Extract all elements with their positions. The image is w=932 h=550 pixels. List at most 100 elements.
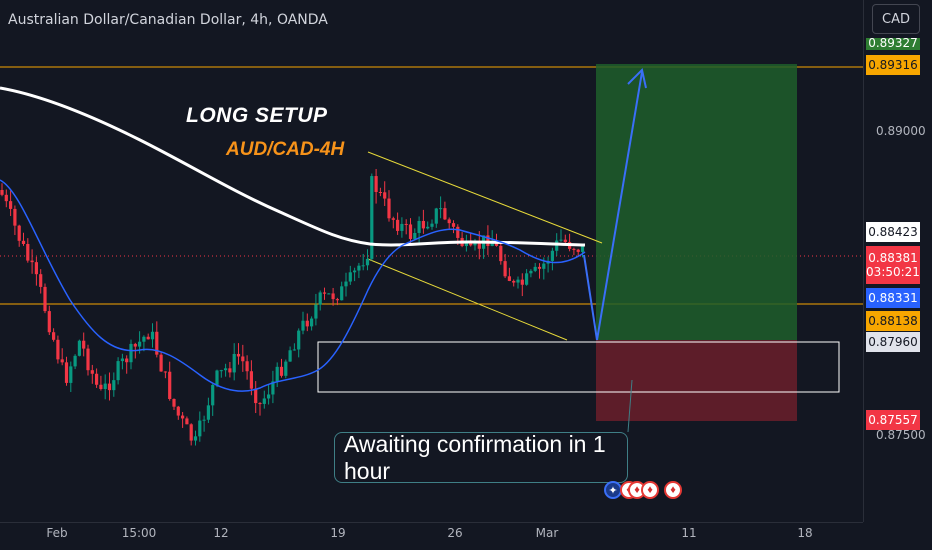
candle-body xyxy=(417,220,421,233)
candle-body xyxy=(146,336,150,340)
candle-body xyxy=(133,343,137,347)
callout-text: Awaiting confirmation in 1 hour xyxy=(344,430,606,484)
ma200-line[interactable] xyxy=(0,86,586,247)
candle-body xyxy=(245,361,249,372)
candle-body xyxy=(284,361,288,376)
candle-body xyxy=(232,353,236,373)
demand-zone-box[interactable] xyxy=(317,341,840,393)
currency-button[interactable]: CAD xyxy=(872,4,920,34)
channel-upper-line[interactable] xyxy=(367,151,603,244)
candle-body xyxy=(26,243,30,261)
profit-zone[interactable] xyxy=(596,64,797,340)
confirmation-callout[interactable]: Awaiting confirmation in 1 hour xyxy=(334,430,628,484)
time-tick-label: 12 xyxy=(213,526,229,540)
candle-body xyxy=(112,380,116,391)
candle-body xyxy=(327,293,331,295)
candle-body xyxy=(426,226,430,229)
candle-body xyxy=(60,359,64,363)
candle-body xyxy=(318,292,322,305)
candle-body xyxy=(275,366,279,382)
time-tick-label: 15:00 xyxy=(121,526,157,540)
long-setup-label[interactable]: LONG SETUP xyxy=(186,104,328,127)
candle-body xyxy=(193,436,198,441)
candle-body xyxy=(262,398,266,404)
candle-body xyxy=(499,245,503,262)
candle-body xyxy=(365,258,370,266)
candle-body xyxy=(413,232,417,239)
candle-body xyxy=(322,292,327,294)
candle-body xyxy=(172,398,176,407)
candle-body xyxy=(47,311,51,333)
candle-body xyxy=(353,270,357,273)
candle-body xyxy=(90,370,94,374)
candle-body xyxy=(142,336,146,342)
price-label-target: 0.89316 xyxy=(866,55,920,75)
candle-body xyxy=(434,208,438,224)
arrowhead-icon xyxy=(627,68,647,89)
canada-flag-icon[interactable]: ♦ xyxy=(664,481,682,499)
symbol-title[interactable]: Australian Dollar/Canadian Dollar, 4h, O… xyxy=(8,12,328,28)
canada-flag-icon[interactable]: ♦ xyxy=(641,481,659,499)
loss-zone[interactable] xyxy=(596,340,797,421)
candle-body xyxy=(30,260,34,263)
candle-body xyxy=(447,219,451,224)
candle-body xyxy=(52,332,56,340)
candle-body xyxy=(537,266,542,269)
candle-body xyxy=(69,366,73,383)
candle-body xyxy=(86,348,90,371)
ma20-line[interactable] xyxy=(0,179,586,392)
price-label-top: 0.89327 xyxy=(866,38,920,50)
last-price-value: 0.88381 xyxy=(868,251,918,265)
candle-body xyxy=(550,250,554,261)
price-label-ma20: 0.88331 xyxy=(866,288,920,308)
candle-body xyxy=(443,208,447,220)
channel-lower-line[interactable] xyxy=(367,258,568,341)
candle-body xyxy=(77,340,81,356)
candle-body xyxy=(34,262,38,275)
bar-countdown: 03:50:21 xyxy=(866,265,920,279)
time-axis[interactable] xyxy=(0,522,863,523)
candle-body xyxy=(21,240,26,244)
candle-body xyxy=(310,318,314,327)
candle-body xyxy=(473,242,477,246)
candle-body xyxy=(125,358,129,363)
pair-label[interactable]: AUD/CAD-4H xyxy=(226,139,345,160)
candle-body xyxy=(563,239,567,243)
candle-body xyxy=(279,366,284,376)
candle-body xyxy=(383,192,387,199)
price-label-stop: 0.87557 xyxy=(866,410,920,430)
candle-body xyxy=(451,223,456,227)
price-label-last: 0.88381 03:50:21 xyxy=(866,246,920,284)
candle-body xyxy=(219,370,223,372)
candle-body xyxy=(572,248,576,250)
candle-body xyxy=(430,223,434,227)
candle-body xyxy=(408,224,413,239)
candle-body xyxy=(202,419,206,421)
candle-body xyxy=(163,371,167,373)
candle-body xyxy=(555,240,559,251)
candlesticks xyxy=(0,168,585,446)
candle-body xyxy=(297,330,301,350)
price-axis[interactable] xyxy=(863,0,864,522)
time-tick-label: 11 xyxy=(681,526,697,540)
candle-body xyxy=(370,176,374,259)
candle-body xyxy=(314,304,318,319)
candle-body xyxy=(129,343,133,363)
candle-body xyxy=(387,198,391,219)
candle-body xyxy=(249,371,253,389)
candle-body xyxy=(400,223,404,231)
time-tick-label: Feb xyxy=(46,526,68,540)
candle-body xyxy=(189,424,193,441)
candle-body xyxy=(267,394,271,399)
price-label-ma200: 0.88423 xyxy=(866,222,920,242)
projection-arrow[interactable] xyxy=(583,71,643,341)
candle-body xyxy=(512,280,516,283)
candle-body xyxy=(559,239,563,241)
candle-body xyxy=(529,270,533,274)
candle-body xyxy=(503,261,507,277)
candle-body xyxy=(520,279,524,285)
candle-body xyxy=(374,176,378,193)
callout-pointer xyxy=(627,379,633,433)
candle-body xyxy=(181,415,185,419)
